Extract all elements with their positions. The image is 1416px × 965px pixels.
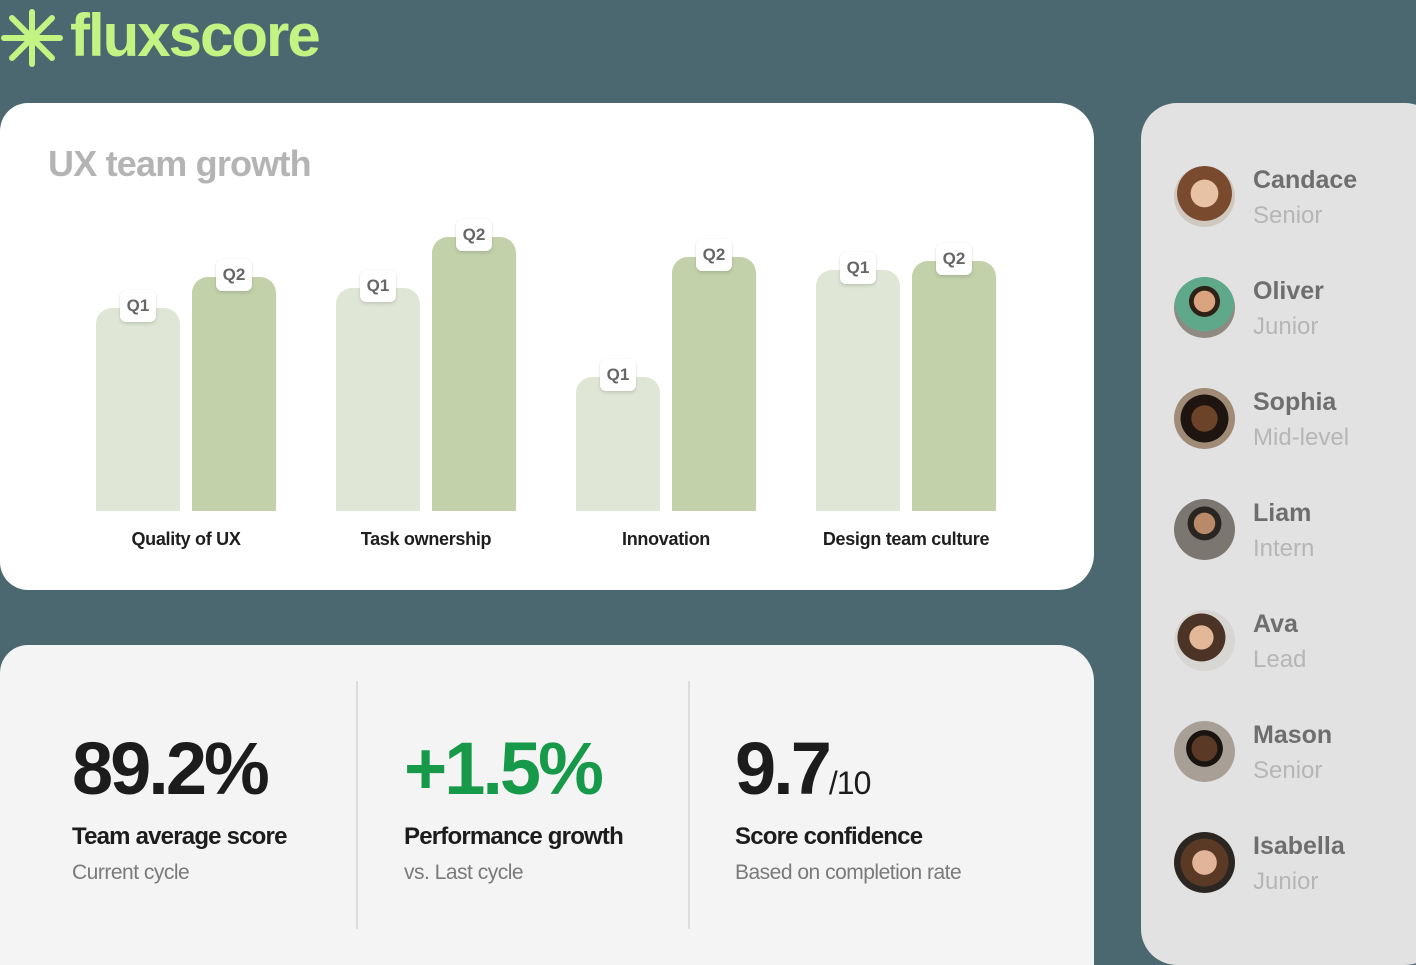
bar-quality-of-ux-q1[interactable]: Q1 bbox=[96, 290, 180, 511]
team-member[interactable]: Ava Lead bbox=[1174, 610, 1416, 690]
stat-value: 89.2% bbox=[72, 727, 270, 810]
stat-subtitle: vs. Last cycle bbox=[404, 861, 524, 884]
stat-subtitle: Current cycle bbox=[72, 861, 190, 884]
team-members-panel: Candace Senior Oliver Junior Sophia Mid-… bbox=[1141, 103, 1416, 965]
category-label: Design team culture bbox=[822, 529, 990, 549]
category-label: Quality of UX bbox=[131, 529, 241, 549]
avatar bbox=[1174, 499, 1235, 560]
bar-innovation-q1[interactable]: Q1 bbox=[576, 359, 660, 511]
avatar bbox=[1174, 388, 1235, 449]
member-name: Oliver bbox=[1253, 277, 1324, 305]
bar-label: Q2 bbox=[456, 219, 492, 251]
member-role: Junior bbox=[1253, 868, 1319, 895]
bar-task-ownership-q1[interactable]: Q1 bbox=[336, 270, 420, 511]
member-role: Intern bbox=[1253, 535, 1315, 562]
stat-label: Score confidence bbox=[735, 823, 923, 850]
brand-name: fluxscore bbox=[70, 2, 321, 69]
stat-label: Performance growth bbox=[404, 823, 624, 850]
member-name: Liam bbox=[1253, 499, 1312, 527]
member-role: Junior bbox=[1253, 313, 1319, 340]
avatar bbox=[1174, 721, 1235, 782]
bar-design-team-culture-q1[interactable]: Q1 bbox=[816, 252, 900, 511]
member-name: Sophia bbox=[1253, 388, 1337, 416]
bar-quality-of-ux-q2[interactable]: Q2 bbox=[192, 259, 276, 511]
member-name: Candace bbox=[1253, 166, 1358, 194]
bar-label: Q1 bbox=[360, 270, 396, 302]
member-role: Lead bbox=[1253, 646, 1307, 673]
stats-card: 89.2% Team average score Current cycle +… bbox=[0, 645, 1094, 965]
team-member[interactable]: Mason Senior bbox=[1174, 721, 1416, 801]
member-role: Senior bbox=[1253, 757, 1323, 784]
category-label: Innovation bbox=[622, 529, 710, 549]
avatar bbox=[1174, 166, 1235, 227]
team-member[interactable]: Oliver Junior bbox=[1174, 277, 1416, 357]
brand-logo: fluxscore bbox=[0, 2, 321, 69]
stat-value-wrap: 9.7/10 bbox=[735, 727, 871, 823]
avatar bbox=[1174, 832, 1235, 893]
avatar bbox=[1174, 277, 1235, 338]
member-name: Ava bbox=[1253, 610, 1298, 638]
member-role: Mid-level bbox=[1253, 424, 1350, 451]
stat-value: +1.5% bbox=[404, 727, 604, 810]
bar-label: Q1 bbox=[840, 252, 876, 284]
stat-suffix: /10 bbox=[828, 765, 871, 801]
growth-chart-card: UX team growth Q1 Q2 Quality of UX Q1 Q2… bbox=[0, 103, 1094, 590]
bar-label: Q2 bbox=[216, 259, 252, 291]
team-member[interactable]: Sophia Mid-level bbox=[1174, 388, 1416, 468]
bar-task-ownership-q2[interactable]: Q2 bbox=[432, 219, 516, 511]
bar-label: Q1 bbox=[120, 290, 156, 322]
avatar bbox=[1174, 610, 1235, 671]
divider bbox=[356, 681, 358, 929]
team-member[interactable]: Candace Senior bbox=[1174, 166, 1416, 246]
stat-label: Team average score bbox=[72, 823, 287, 850]
stat-value: 9.7 bbox=[735, 727, 832, 810]
bar-label: Q2 bbox=[696, 239, 732, 271]
bar-design-team-culture-q2[interactable]: Q2 bbox=[912, 243, 996, 511]
chart-title: UX team growth bbox=[48, 143, 312, 184]
member-role: Senior bbox=[1253, 202, 1323, 229]
bar-label: Q2 bbox=[936, 243, 972, 275]
bar-innovation-q2[interactable]: Q2 bbox=[672, 239, 756, 511]
member-name: Isabella bbox=[1253, 832, 1345, 860]
bar-label: Q1 bbox=[600, 359, 636, 391]
team-member[interactable]: Isabella Junior bbox=[1174, 832, 1416, 912]
divider bbox=[688, 681, 690, 929]
asterisk-icon bbox=[1, 9, 63, 67]
category-label: Task ownership bbox=[360, 529, 492, 549]
member-name: Mason bbox=[1253, 721, 1333, 749]
stat-subtitle: Based on completion rate bbox=[735, 861, 962, 884]
team-member[interactable]: Liam Intern bbox=[1174, 499, 1416, 579]
